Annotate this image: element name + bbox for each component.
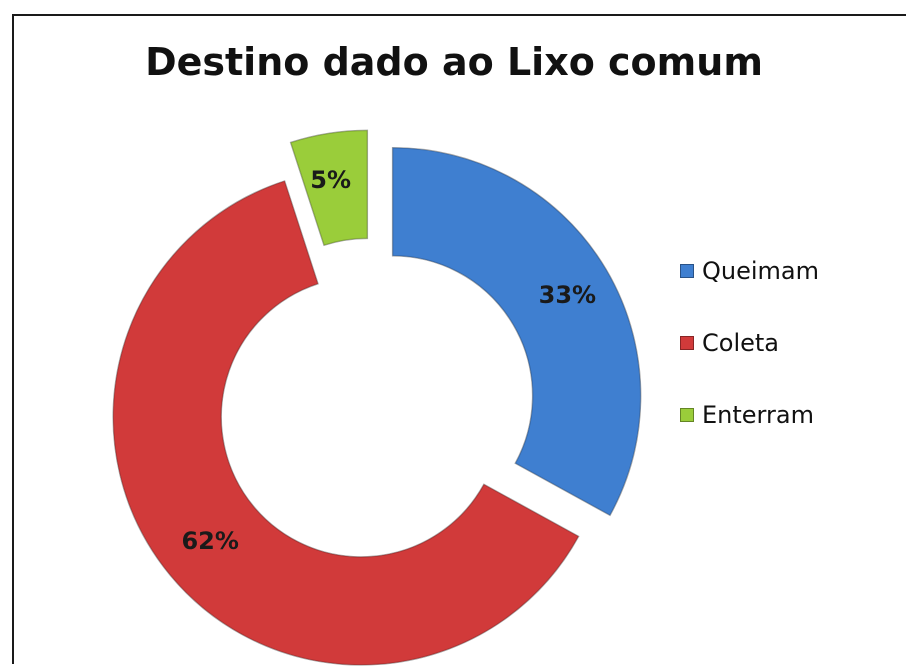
legend-swatch-queimam: [680, 264, 694, 278]
legend: Queimam Coleta Enterram: [680, 252, 819, 468]
legend-item-coleta: Coleta: [680, 324, 819, 362]
chart-title: Destino dado ao Lixo comum: [145, 40, 763, 84]
data-label-queimam: 33%: [539, 281, 596, 309]
donut-slice-highlight-enterram: [290, 130, 368, 246]
legend-label-queimam: Queimam: [702, 257, 819, 285]
legend-item-queimam: Queimam: [680, 252, 819, 290]
data-label-coleta: 62%: [181, 527, 238, 555]
legend-item-enterram: Enterram: [680, 396, 819, 434]
legend-label-coleta: Coleta: [702, 329, 779, 357]
legend-swatch-coleta: [680, 336, 694, 350]
donut-slice-highlight-coleta: [113, 181, 579, 665]
legend-swatch-enterram: [680, 408, 694, 422]
legend-label-enterram: Enterram: [702, 401, 814, 429]
donut-slice-highlight-queimam: [392, 147, 641, 516]
data-label-enterram: 5%: [310, 166, 351, 194]
